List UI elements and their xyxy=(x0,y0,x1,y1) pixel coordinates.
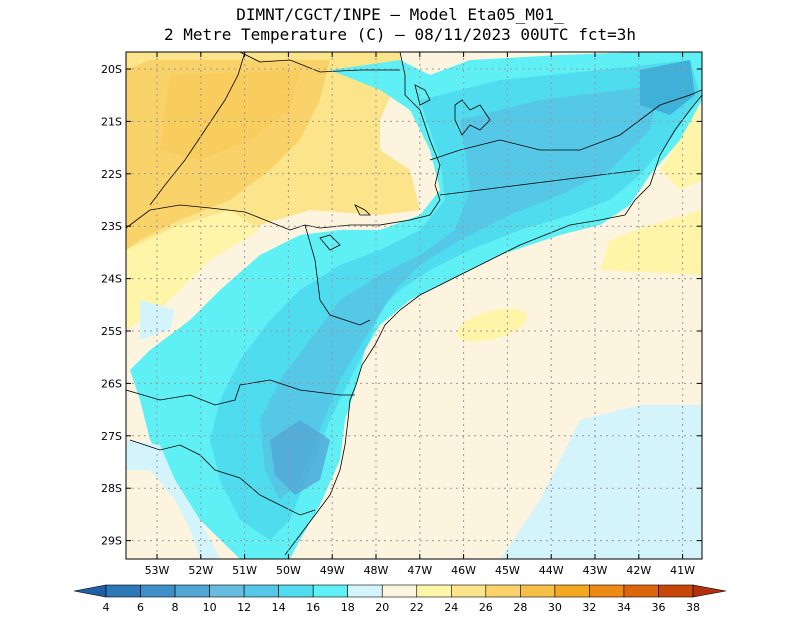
colorbar-label: 12 xyxy=(237,601,251,614)
lon-label: 44W xyxy=(539,564,564,577)
colorbar-segment xyxy=(623,584,659,598)
warm-patch-sw xyxy=(126,470,200,559)
lon-label: 45W xyxy=(495,564,520,577)
transition-band-west xyxy=(126,210,260,330)
colorbar: 4 6 8 10 12 14 16 18 20 22 24 26 28 30 32 34 36 38 xyxy=(73,584,727,614)
chart-title-line-1: DIMNT/CGCT/INPE – Model Eta05_M01_ xyxy=(236,5,564,24)
colorbar-segment xyxy=(589,584,625,598)
lake-north xyxy=(414,84,431,106)
colorbar-segment xyxy=(209,584,245,598)
colorbar-segment xyxy=(450,584,487,598)
warm-offshore-patch xyxy=(457,308,527,342)
lon-label: 41W xyxy=(670,564,695,577)
colorbar-label: 34 xyxy=(617,601,631,614)
colorbar-label: 38 xyxy=(686,601,700,614)
lake-furnas xyxy=(454,99,491,136)
state-border-rs xyxy=(129,439,316,516)
colorbar-arrow-left xyxy=(73,584,107,598)
colorbar-label: 24 xyxy=(444,601,458,614)
lon-label: 51W xyxy=(232,564,257,577)
lat-label: 21S xyxy=(101,115,122,128)
colorbar-segment xyxy=(312,584,349,598)
map-frame xyxy=(125,51,703,560)
colorbar-segment xyxy=(658,584,694,598)
colorbar-segment xyxy=(520,584,556,598)
lat-label: 27S xyxy=(101,430,122,443)
colorbar-arrow-right xyxy=(692,584,727,598)
lat-label: 25S xyxy=(101,325,122,338)
lat-label: 26S xyxy=(101,377,122,390)
lon-label: 50W xyxy=(276,564,301,577)
warm-patch-ne xyxy=(660,105,702,190)
colorbar-label: 18 xyxy=(341,601,355,614)
lon-label: 49W xyxy=(320,564,345,577)
colorbar-segment xyxy=(416,584,452,598)
lon-label: 47W xyxy=(407,564,432,577)
lat-label: 24S xyxy=(101,273,122,286)
colorbar-segment xyxy=(347,584,383,598)
coldest-land-south xyxy=(270,420,330,495)
warmest-west-region xyxy=(160,70,300,160)
colorbar-segment xyxy=(381,584,418,598)
colorbar-segment xyxy=(485,584,521,598)
state-border-sc xyxy=(126,379,355,406)
colorbar-label: 32 xyxy=(582,601,596,614)
colorbar-label: 22 xyxy=(410,601,424,614)
state-border-pr xyxy=(304,224,371,326)
colorbar-segment xyxy=(105,584,141,598)
colorbar-label: 20 xyxy=(375,601,389,614)
colorbar-segment xyxy=(278,584,314,598)
lat-label: 20S xyxy=(101,63,122,76)
state-border-pr-sp xyxy=(126,204,306,231)
map-grid xyxy=(126,52,702,559)
colorbar-label: 10 xyxy=(203,601,217,614)
colorbar-segment xyxy=(140,584,176,598)
state-border-go xyxy=(239,52,400,73)
lon-label: 53W xyxy=(145,564,170,577)
lon-label: 43W xyxy=(583,564,608,577)
temperature-field xyxy=(126,52,702,559)
chart-title-line-2: 2 Metre Temperature (C) – 08/11/2023 00U… xyxy=(163,25,636,44)
colorbar-segment xyxy=(554,584,590,598)
state-border-rj-es xyxy=(429,89,702,161)
colorbar-label: 36 xyxy=(651,601,665,614)
colorbar-label: 28 xyxy=(513,601,527,614)
lake-west xyxy=(319,234,341,251)
coastline-borders xyxy=(126,52,702,556)
coastline xyxy=(284,94,702,556)
lon-label: 52W xyxy=(188,564,213,577)
colorbar-segment xyxy=(243,584,279,598)
cool-ocean-patch xyxy=(500,405,702,559)
state-border-mg-sp xyxy=(304,52,441,229)
lat-label: 23S xyxy=(101,220,122,233)
state-border-ms xyxy=(149,52,246,206)
colorbar-label: 16 xyxy=(306,601,320,614)
colorbar-label: 26 xyxy=(479,601,493,614)
lat-label: 29S xyxy=(101,535,122,548)
lat-label: 28S xyxy=(101,482,122,495)
lat-label: 22S xyxy=(101,168,122,181)
colorbar-label: 14 xyxy=(272,601,286,614)
latitude-axis: 20S 21S 22S 23S 24S 25S 26S 27S 28S 29S xyxy=(101,63,702,548)
lon-label: 48W xyxy=(364,564,389,577)
colorbar-label: 4 xyxy=(103,601,110,614)
lake-center xyxy=(354,204,371,216)
coldest-land-ne xyxy=(640,60,695,115)
colder-land-region xyxy=(260,85,660,500)
colorbar-label: 6 xyxy=(137,601,144,614)
light-patch-west xyxy=(140,300,175,340)
colorbar-label: 8 xyxy=(172,601,179,614)
colorbar-label: 30 xyxy=(548,601,562,614)
lon-label: 46W xyxy=(451,564,476,577)
warm-offshore-patch-east xyxy=(600,210,702,275)
longitude-axis: 53W 52W 51W 50W 49W 48W 47W 46W 45W 44W 43W 42W 41W xyxy=(145,52,695,577)
colorbar-segment xyxy=(174,584,210,598)
lon-label: 42W xyxy=(626,564,651,577)
